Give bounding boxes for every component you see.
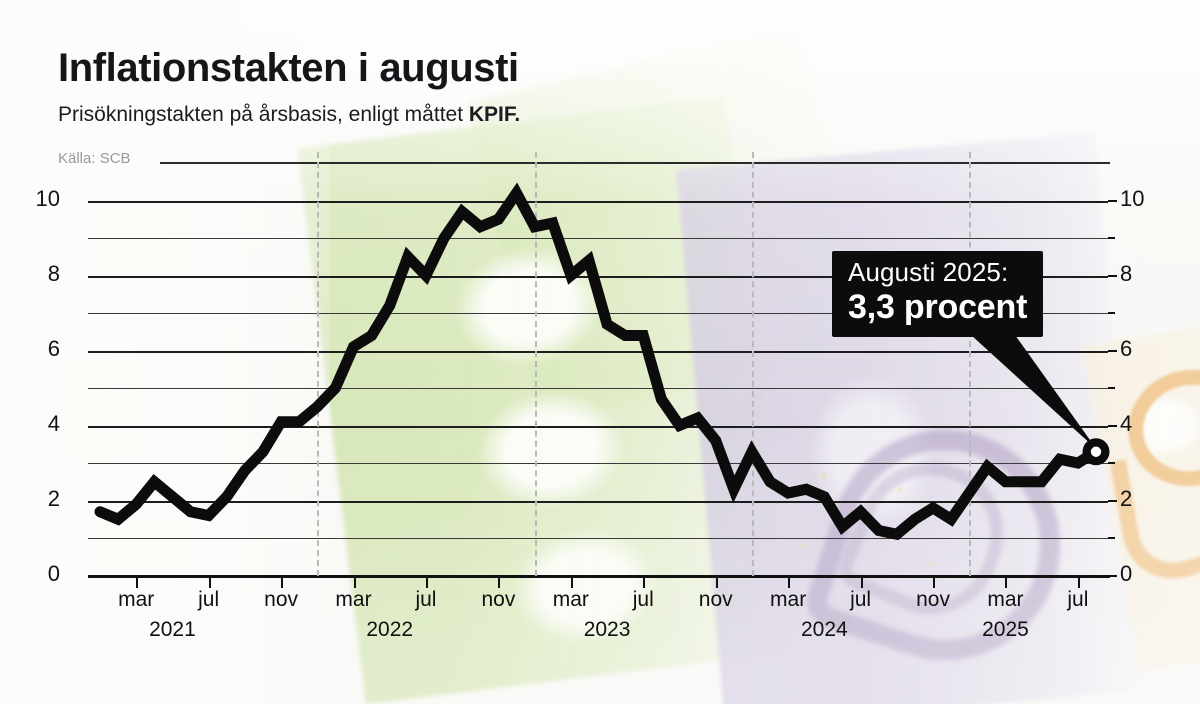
x-tick-2022-11 xyxy=(498,577,500,588)
y-tick-right-2 xyxy=(1108,500,1117,502)
year-divider-2024 xyxy=(752,152,754,576)
x-axis-year-label-2022: 2022 xyxy=(366,618,414,641)
x-tick-2023-03 xyxy=(571,577,573,588)
x-tick-2023-07 xyxy=(643,577,645,588)
x-axis-label-2024-11: nov xyxy=(916,588,950,611)
gridline-5 xyxy=(88,387,1108,389)
year-divider-2025 xyxy=(969,152,971,576)
y-axis-label-left-6: 6 xyxy=(47,335,60,361)
x-axis-year-label-2024: 2024 xyxy=(801,618,848,641)
gridline-1 xyxy=(88,537,1108,539)
x-tick-2021-11 xyxy=(281,577,283,588)
y-tick-right-10 xyxy=(1108,200,1117,202)
highlight-marker-inner xyxy=(1090,446,1102,457)
gridline-7 xyxy=(88,312,1108,314)
x-tick-2024-11 xyxy=(933,577,935,588)
x-axis-baseline xyxy=(88,575,1110,578)
x-axis-label-2024-07: jul xyxy=(850,588,872,611)
subtitle-measure: KPIF. xyxy=(468,103,521,126)
x-tick-2022-03 xyxy=(354,577,356,588)
x-tick-2021-03 xyxy=(136,577,138,588)
x-axis-label-2022-11: nov xyxy=(481,588,516,611)
y-tick-right-minor-5 xyxy=(1108,387,1115,389)
x-tick-2022-07 xyxy=(426,577,428,588)
y-axis-label-right-0: 0 xyxy=(1120,560,1133,586)
x-tick-2021-07 xyxy=(209,577,211,588)
callout-pointer xyxy=(971,335,1097,450)
y-tick-right-8 xyxy=(1108,275,1117,277)
y-tick-right-minor-1 xyxy=(1108,537,1115,539)
y-tick-right-0 xyxy=(1108,575,1117,577)
y-axis-label-right-6: 6 xyxy=(1120,335,1133,361)
x-tick-2024-03 xyxy=(788,577,790,588)
x-axis-label-2021-11: nov xyxy=(264,588,299,611)
chart-subtitle: Prisökningstakten på årsbasis, enligt må… xyxy=(58,103,520,127)
x-tick-2024-07 xyxy=(861,577,863,588)
y-axis-label-left-8: 8 xyxy=(47,260,60,286)
x-tick-2023-11 xyxy=(716,577,718,588)
x-axis-year-label-2023: 2023 xyxy=(583,618,631,641)
y-tick-right-minor-9 xyxy=(1108,237,1115,239)
x-axis-label-2023-03: mar xyxy=(552,588,589,611)
y-tick-right-minor-7 xyxy=(1108,312,1115,314)
x-axis-label-2023-07: jul xyxy=(632,588,654,611)
y-axis-label-left-4: 4 xyxy=(47,410,60,436)
y-axis-label-right-8: 8 xyxy=(1120,260,1133,286)
y-axis-label-left-10: 10 xyxy=(35,185,60,211)
x-axis-label-2021-03: mar xyxy=(118,588,155,611)
y-axis-label-left-0: 0 xyxy=(47,560,60,586)
x-axis-label-2022-07: jul xyxy=(415,588,437,611)
source-rule xyxy=(160,162,1110,164)
year-divider-2023 xyxy=(535,152,537,576)
x-tick-2025-03 xyxy=(1005,577,1007,588)
subtitle-text: Prisökningstakten på årsbasis, enligt må… xyxy=(58,103,469,126)
gridline-3 xyxy=(88,462,1108,464)
page-title: Inflationstakten i augusti xyxy=(58,46,519,90)
x-axis-label-2023-11: nov xyxy=(698,588,733,611)
x-axis-label-2022-03: mar xyxy=(335,588,372,611)
gridline-4 xyxy=(88,425,1108,428)
y-axis-label-right-2: 2 xyxy=(1120,485,1133,511)
annotation-callout: Augusti 2025: 3,3 procent xyxy=(832,251,1044,337)
inflation-data-line xyxy=(94,182,1102,541)
y-tick-right-6 xyxy=(1108,350,1117,352)
y-axis-label-right-4: 4 xyxy=(1120,410,1133,436)
gridline-9 xyxy=(88,237,1108,239)
x-axis-label-2021-07: jul xyxy=(198,588,220,611)
x-axis-year-label-2025: 2025 xyxy=(982,618,1029,641)
x-tick-2025-07 xyxy=(1078,577,1080,588)
x-axis-label-2025-07: jul xyxy=(1067,588,1089,611)
gridline-10 xyxy=(88,200,1108,203)
source-label: Källa: SCB xyxy=(58,150,131,167)
y-tick-right-4 xyxy=(1108,425,1117,427)
x-axis-label-2024-03: mar xyxy=(770,588,807,611)
gridline-6 xyxy=(88,350,1108,353)
x-axis-year-label-2021: 2021 xyxy=(149,618,196,641)
year-divider-2022 xyxy=(317,152,319,576)
y-tick-right-minor-3 xyxy=(1108,462,1115,464)
x-axis-label-2025-03: mar xyxy=(987,588,1024,611)
y-axis-label-left-2: 2 xyxy=(47,485,60,511)
y-axis-label-right-10: 10 xyxy=(1120,185,1145,211)
callout-date-label: Augusti 2025: xyxy=(848,257,1009,287)
gridline-2 xyxy=(88,500,1108,503)
callout-value-label: 3,3 procent xyxy=(848,287,1028,326)
